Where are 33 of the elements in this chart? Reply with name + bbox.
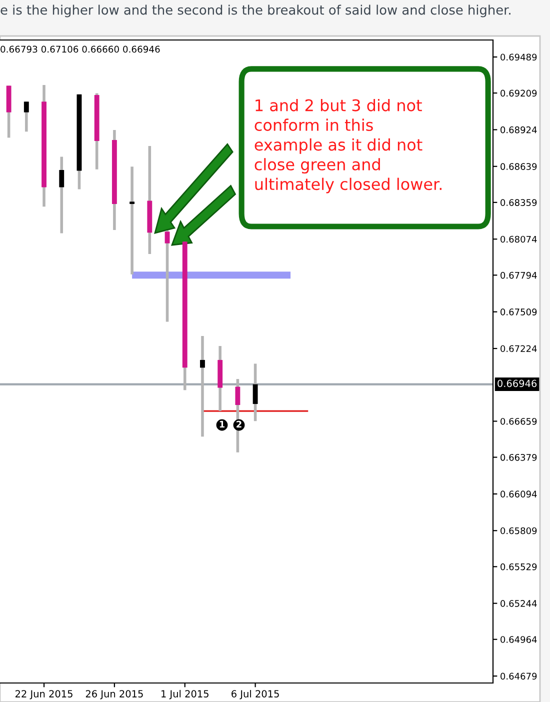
candlestick bbox=[24, 100, 29, 134]
candlestick bbox=[164, 229, 170, 324]
y-tick-label: 0.68639 bbox=[500, 163, 537, 170]
y-tick-label: 0.67224 bbox=[500, 345, 537, 352]
text: 0.66793 0.67106 0.66660 0.66946 bbox=[0, 46, 160, 53]
y-tick-label: 0.67509 bbox=[500, 308, 537, 316]
y-tick-label: 0.64679 bbox=[500, 672, 537, 680]
annotation: 1 and 2 but 3 did not conform in this example as it did not close green and ultimately closed lower. bbox=[254, 98, 442, 194]
y-tick-label: 0.68359 bbox=[500, 199, 537, 206]
y-tick-label: 0.69489 bbox=[500, 54, 537, 61]
candlestick bbox=[200, 334, 205, 438]
candlestick bbox=[252, 362, 258, 422]
candlestick bbox=[59, 155, 64, 235]
x-tick-label: 1 Jul 2015 bbox=[162, 690, 208, 700]
candlestick bbox=[130, 165, 135, 276]
ref-line-label: 0.66946 bbox=[498, 380, 537, 388]
annotation: 2 bbox=[236, 420, 242, 428]
annotation: 1 bbox=[220, 420, 225, 428]
x-tick-label: 26 Jun 2015 bbox=[86, 690, 143, 700]
chart-title: e is the higher low and the second is the breakout of said low and close higher. bbox=[0, 4, 510, 18]
y-tick-label: 0.64964 bbox=[500, 636, 537, 643]
y-tick-label: 0.69209 bbox=[500, 90, 537, 97]
y-tick-label: 0.66379 bbox=[500, 454, 537, 461]
x-tick-label: 22 Jun 2015 bbox=[15, 690, 72, 700]
x-tick-label: 6 Jul 2015 bbox=[232, 690, 279, 700]
y-tick-label: 0.68074 bbox=[500, 236, 537, 243]
y-tick-label: 0.66659 bbox=[500, 418, 537, 425]
y-tick-label: 0.65809 bbox=[500, 527, 537, 534]
y-tick-label: 0.66094 bbox=[500, 490, 537, 498]
y-tick-label: 0.65244 bbox=[500, 600, 537, 607]
y-tick-label: 0.65529 bbox=[500, 563, 537, 570]
y-tick-label: 0.68924 bbox=[500, 126, 537, 134]
y-tick-label: 0.67794 bbox=[500, 272, 537, 279]
